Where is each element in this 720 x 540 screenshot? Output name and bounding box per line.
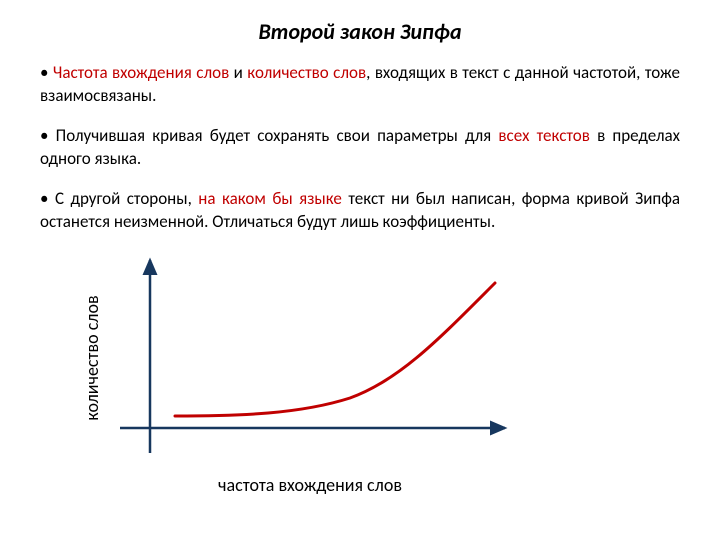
chart-svg	[100, 248, 520, 468]
bullet-item: • Частота вхождения слов и количество сл…	[40, 62, 680, 108]
x-axis-label: частота вхождения слов	[218, 474, 402, 496]
y-axis-label: количество слов	[81, 295, 103, 420]
bullet-list: • Частота вхождения слов и количество сл…	[40, 62, 680, 234]
bullet-item: • Получившая кривая будет сохранять свои…	[40, 125, 680, 171]
page-title: Второй закон Зипфа	[40, 18, 680, 45]
bullet-item: • С другой стороны, на каком бы языке те…	[40, 188, 680, 234]
zipf-chart: количество слов частота вхождения слов	[100, 248, 520, 468]
